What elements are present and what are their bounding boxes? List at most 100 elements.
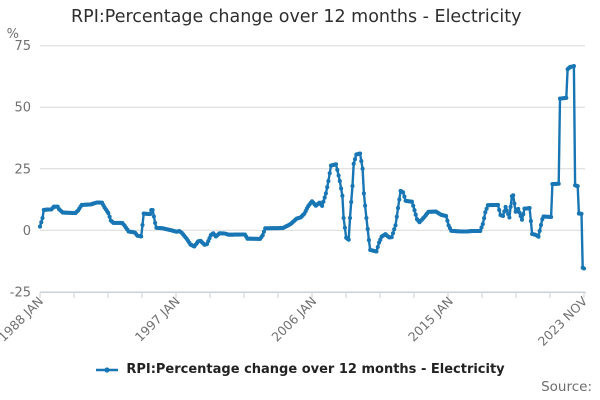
series-point-marker — [151, 214, 156, 219]
series-point-marker — [39, 220, 44, 225]
series-point-marker — [106, 211, 111, 216]
series-point-marker — [413, 212, 418, 217]
legend-series-label: RPI:Percentage change over 12 months - E… — [126, 362, 505, 377]
series-point-marker — [261, 229, 266, 234]
series-point-marker — [140, 222, 145, 228]
series-point-marker — [390, 231, 396, 236]
series-point-marker — [320, 203, 325, 208]
chart-plot-area: 75 50 25 0 -25% 1988 JAN 1997 JAN 2006 JAN 2015 … — [0, 27, 591, 349]
y-tick-label: -25 — [10, 285, 31, 300]
series-point-marker — [374, 249, 379, 254]
series-point-marker — [503, 204, 508, 209]
series-point-marker — [445, 218, 450, 223]
series-point-marker — [512, 201, 517, 206]
series-point-marker — [359, 159, 364, 164]
series-point-marker — [483, 210, 488, 215]
series-point-marker — [337, 179, 342, 184]
series-point-marker — [37, 224, 43, 229]
series-point-marker — [325, 185, 330, 190]
series-point-marker — [507, 215, 512, 220]
series-point-marker — [478, 228, 483, 234]
y-tick-label: 25 — [14, 162, 31, 177]
x-tick-label: 2015 JAN — [405, 294, 456, 345]
series-point-marker — [409, 199, 414, 204]
series-point-marker — [260, 233, 265, 238]
series-point-marker — [394, 214, 399, 219]
y-tick-label: 50 — [14, 101, 31, 116]
series-point-marker — [148, 212, 153, 217]
series-point-marker — [361, 191, 366, 196]
series-point-marker — [107, 214, 112, 219]
series-point-marker — [349, 199, 354, 205]
series-point-marker — [375, 244, 380, 250]
series-point-marker — [581, 266, 587, 271]
series-point-marker — [366, 238, 371, 243]
series-point-marker — [412, 208, 417, 213]
series-point-marker — [40, 215, 45, 221]
series-point-marker — [322, 195, 327, 200]
series-point-marker — [495, 202, 501, 207]
series-point-marker — [536, 234, 541, 239]
chart-title: RPI:Percentage change over 12 months - E… — [71, 7, 522, 27]
series-point-marker — [335, 167, 340, 172]
series-point-marker — [511, 193, 516, 198]
series-point-marker — [350, 183, 355, 189]
series-point-marker — [389, 235, 394, 240]
source-caption: Source: — [541, 379, 592, 395]
series-point-marker — [527, 206, 532, 211]
series-point-marker — [516, 206, 521, 211]
series-line — [38, 64, 586, 270]
series-point-marker — [497, 207, 502, 213]
series-point-marker — [347, 215, 353, 221]
series-point-marker — [150, 208, 155, 213]
series-point-marker — [519, 217, 525, 222]
series-point-marker — [521, 212, 526, 217]
series-point-marker — [360, 166, 365, 171]
series-point-marker — [341, 215, 346, 221]
series-point-marker — [575, 184, 580, 189]
series-point-marker — [364, 215, 369, 221]
y-tick-label: 0 — [23, 224, 31, 239]
series-point-marker — [397, 197, 402, 202]
series-point-marker — [358, 151, 363, 156]
x-tick-label: 2023 NOV — [535, 293, 591, 349]
x-tick-label: 2006 JAN — [268, 294, 319, 345]
series-point-marker — [392, 227, 397, 232]
series-point-marker — [484, 206, 489, 211]
series-point-marker — [153, 220, 158, 225]
series-point-marker — [411, 203, 416, 208]
series-rpi-electricity — [37, 64, 587, 271]
legend[interactable]: RPI:Percentage change over 12 months - E… — [0, 362, 600, 377]
series-point-marker — [326, 179, 331, 184]
series-point-marker — [346, 237, 351, 242]
series-point-marker — [506, 211, 511, 217]
series-point-marker — [500, 213, 506, 219]
series-point-marker — [508, 204, 513, 209]
series-point-marker — [139, 234, 144, 239]
series-point-marker — [401, 190, 406, 195]
x-tick-label: 1997 JAN — [132, 294, 183, 345]
series-point-marker — [321, 199, 326, 204]
series-point-marker — [480, 222, 485, 227]
y-tick-label: 75 — [14, 39, 31, 54]
series-point-marker — [339, 186, 344, 191]
legend-line-marker-icon — [96, 366, 119, 373]
series-point-marker — [363, 203, 368, 208]
series-point-marker — [504, 208, 509, 213]
series-point-marker — [556, 181, 561, 186]
series-point-marker — [402, 194, 407, 199]
series-point-marker — [528, 219, 533, 224]
series-point-marker — [479, 225, 484, 230]
series-point-marker — [327, 171, 332, 176]
series-point-marker — [564, 95, 569, 100]
series-point-marker — [393, 223, 398, 228]
series-point-marker — [333, 162, 339, 167]
series-point-marker — [342, 225, 347, 230]
series-point-marker — [336, 173, 341, 178]
series-point-marker — [395, 206, 401, 211]
series-point-marker — [323, 191, 328, 196]
series-point-marker — [352, 157, 358, 162]
x-tick-label: 1988 JAN — [0, 294, 46, 345]
series-point-marker — [571, 64, 576, 69]
